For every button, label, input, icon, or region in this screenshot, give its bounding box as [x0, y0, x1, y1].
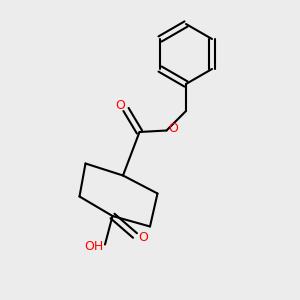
- Text: OH: OH: [84, 240, 103, 254]
- Text: O: O: [139, 231, 148, 244]
- Text: O: O: [116, 99, 125, 112]
- Text: O: O: [168, 122, 178, 135]
